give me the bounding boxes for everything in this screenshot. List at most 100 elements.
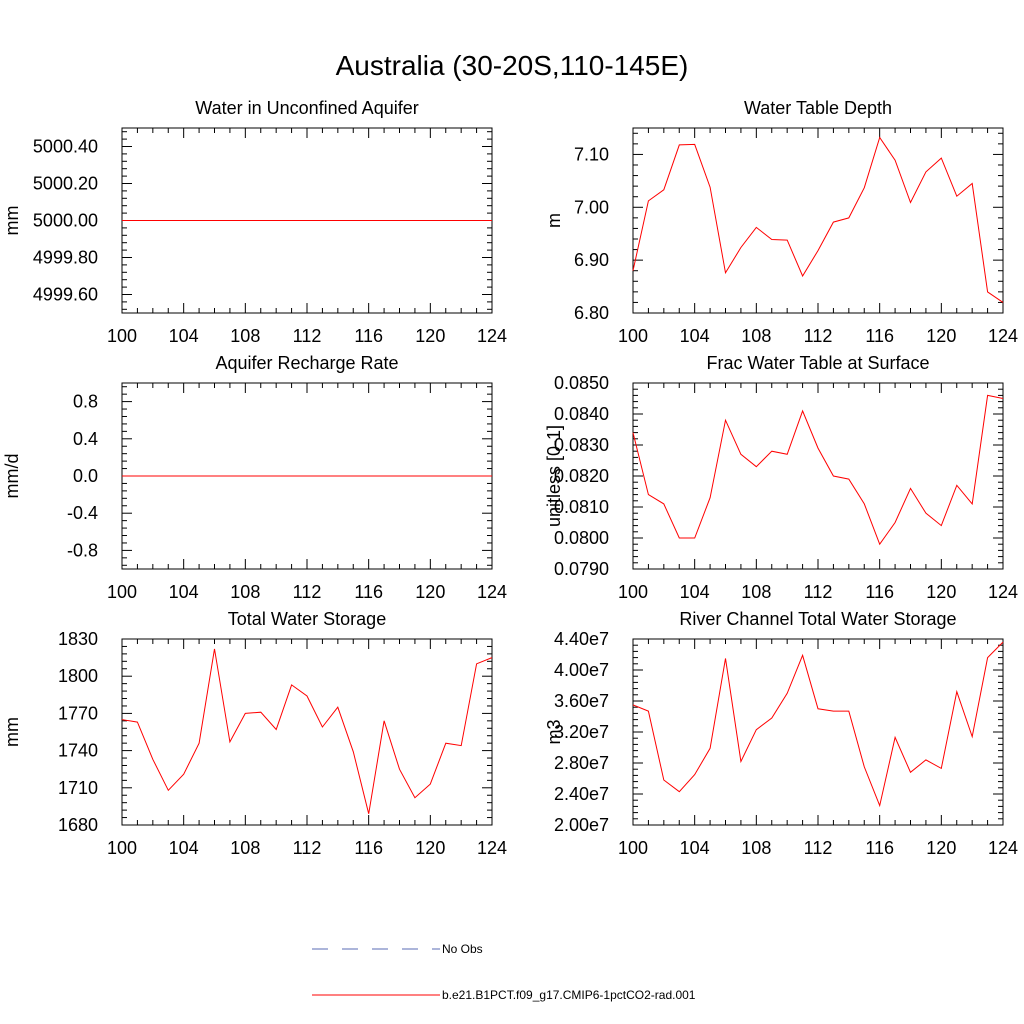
x-tick-label: 116 xyxy=(354,326,383,346)
series-line xyxy=(632,394,1004,546)
x-tick-label: 108 xyxy=(230,582,260,602)
series-line xyxy=(632,136,1004,303)
legend-label-no-obs: No Obs xyxy=(442,942,483,956)
y-tick-label: 1800 xyxy=(58,666,98,686)
x-tick-label: 108 xyxy=(230,326,260,346)
chart-title: Frac Water Table at Surface xyxy=(706,353,929,373)
y-tick-label: -0.4 xyxy=(67,503,98,523)
y-tick-label: 6.80 xyxy=(574,303,609,323)
y-tick-label: 0.0830 xyxy=(554,435,609,455)
x-tick-label: 104 xyxy=(680,582,710,602)
x-tick-label: 116 xyxy=(865,326,894,346)
x-tick-label: 100 xyxy=(107,838,137,858)
x-tick-label: 124 xyxy=(988,326,1018,346)
x-tick-label: 124 xyxy=(477,838,507,858)
chart-title: Aquifer Recharge Rate xyxy=(215,353,398,373)
y-tick-label: 7.00 xyxy=(574,197,609,217)
y-tick-label: 1770 xyxy=(58,703,98,723)
figure-title: Australia (30-20S,110-145E) xyxy=(335,50,689,81)
x-tick-label: 100 xyxy=(107,582,137,602)
y-tick-label: 3.20e7 xyxy=(554,722,609,742)
y-tick-label: 0.0820 xyxy=(554,466,609,486)
x-tick-label: 108 xyxy=(230,838,260,858)
x-tick-label: 104 xyxy=(169,838,199,858)
y-tick-label: 1710 xyxy=(58,778,98,798)
plot-frame xyxy=(632,382,1004,570)
x-tick-label: 104 xyxy=(169,582,199,602)
x-tick-label: 112 xyxy=(293,838,322,858)
y-tick-label: 1680 xyxy=(58,815,98,835)
y-tick-label: 0.0840 xyxy=(554,404,609,424)
legend-label-model-run: b.e21.B1PCT.f09_g17.CMIP6-1pctCO2-rad.00… xyxy=(442,988,696,1002)
x-tick-label: 100 xyxy=(618,582,648,602)
x-tick-label: 112 xyxy=(804,838,833,858)
y-tick-label: 4999.80 xyxy=(33,248,98,268)
x-tick-label: 124 xyxy=(477,326,507,346)
y-tick-label: 4.40e7 xyxy=(554,629,609,649)
y-tick-label: 2.80e7 xyxy=(554,753,609,773)
y-tick-label: 3.60e7 xyxy=(554,691,609,711)
x-tick-label: 120 xyxy=(415,326,445,346)
y-tick-label: 0.0 xyxy=(73,466,98,486)
x-tick-label: 120 xyxy=(415,838,445,858)
y-tick-label: 0.0790 xyxy=(554,559,609,579)
x-tick-label: 112 xyxy=(293,582,322,602)
x-tick-label: 120 xyxy=(415,582,445,602)
x-tick-label: 108 xyxy=(741,582,771,602)
chart-panel-water-in-unconfined-aquifer: Water in Unconfined Aquifer 100 104 108 112 1… xyxy=(2,98,507,346)
x-tick-label: 124 xyxy=(477,582,507,602)
y-tick-label: 6.90 xyxy=(574,250,609,270)
x-tick-label: 112 xyxy=(804,582,833,602)
y-tick-label: 0.0800 xyxy=(554,528,609,548)
x-tick-label: 104 xyxy=(680,326,710,346)
plot-frame xyxy=(632,127,1004,314)
series-line xyxy=(121,648,493,814)
x-tick-label: 104 xyxy=(680,838,710,858)
y-tick-label: 4999.60 xyxy=(33,285,98,305)
y-tick-label: 1830 xyxy=(58,629,98,649)
y-tick-label: 7.10 xyxy=(574,144,609,164)
y-axis-label: m xyxy=(544,213,564,228)
chart-panel-frac-water-table-at-surface: Frac Water Table at Surface 100 104 108 112 1… xyxy=(544,353,1018,602)
x-tick-label: 116 xyxy=(865,582,894,602)
y-tick-label: 5000.00 xyxy=(33,211,98,231)
y-tick-label: 5000.20 xyxy=(33,174,98,194)
x-tick-label: 120 xyxy=(926,838,956,858)
y-tick-label: 0.0810 xyxy=(554,497,609,517)
chart-title: Total Water Storage xyxy=(228,609,386,629)
chart-panel-water-table-depth: Water Table Depth 100 104 108 112 116 120 124 6.… xyxy=(544,98,1018,346)
x-tick-label: 116 xyxy=(354,838,383,858)
plot-frame xyxy=(632,638,1004,826)
y-tick-label: 1740 xyxy=(58,741,98,761)
x-tick-label: 116 xyxy=(865,838,894,858)
x-tick-label: 108 xyxy=(741,838,771,858)
y-tick-label: 2.40e7 xyxy=(554,784,609,804)
x-tick-label: 104 xyxy=(169,326,199,346)
y-tick-label: 0.4 xyxy=(73,429,98,449)
chart-title: River Channel Total Water Storage xyxy=(679,609,956,629)
y-tick-label: -0.8 xyxy=(67,540,98,560)
chart-title: Water in Unconfined Aquifer xyxy=(195,98,418,118)
y-tick-label: 5000.40 xyxy=(33,137,98,157)
legend-swatch-no-obs xyxy=(312,948,440,950)
y-axis-label: mm xyxy=(2,206,22,236)
x-tick-label: 120 xyxy=(926,582,956,602)
x-tick-label: 100 xyxy=(618,326,648,346)
y-tick-label: 4.00e7 xyxy=(554,660,609,680)
x-tick-label: 108 xyxy=(741,326,771,346)
y-axis-label: unitless [0-1] xyxy=(544,425,564,527)
series-line xyxy=(632,641,1004,808)
x-tick-label: 124 xyxy=(988,582,1018,602)
x-tick-label: 124 xyxy=(988,838,1018,858)
chart-title: Water Table Depth xyxy=(744,98,892,118)
plot-frame xyxy=(121,638,493,826)
legend-swatch-model-run xyxy=(312,994,440,996)
y-axis-label: m3 xyxy=(544,719,564,744)
x-tick-label: 100 xyxy=(107,326,137,346)
x-tick-label: 116 xyxy=(354,582,383,602)
chart-panel-river-channel-total-water-storage: River Channel Total Water Storage 100 104 1… xyxy=(544,609,1018,858)
y-tick-label: 0.0850 xyxy=(554,373,609,393)
y-axis-label: mm/d xyxy=(2,454,22,499)
y-tick-label: 2.00e7 xyxy=(554,815,609,835)
